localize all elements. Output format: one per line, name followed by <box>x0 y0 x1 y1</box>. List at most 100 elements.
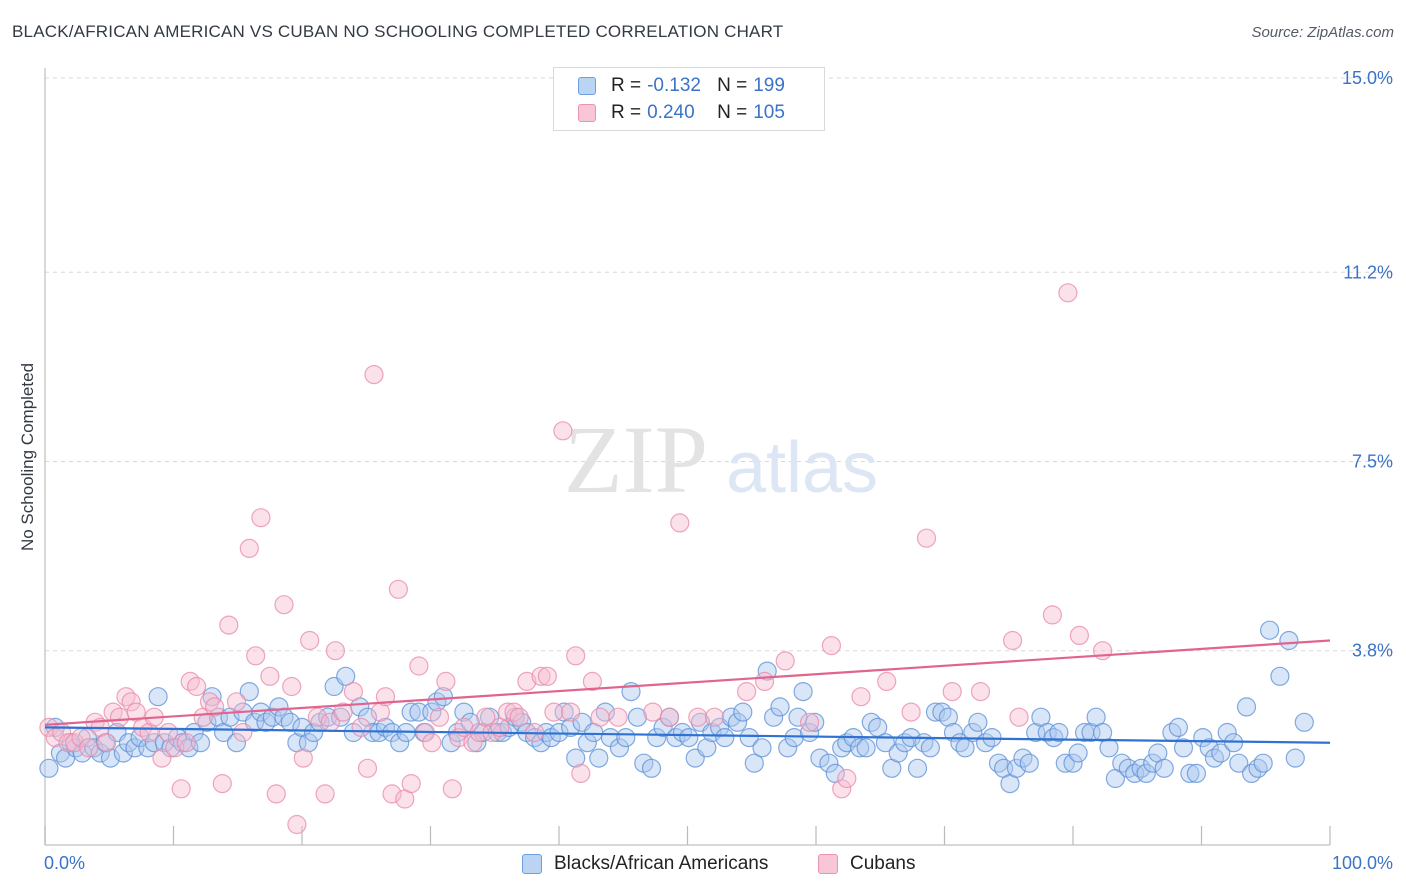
point-cubans <box>121 692 141 712</box>
legend-row-cubans: R = 0.240 N = 105 <box>578 101 785 125</box>
point-cubans <box>315 784 335 804</box>
point-blacks <box>1199 738 1219 758</box>
point-blacks <box>793 681 813 702</box>
y-tick-label: 15.0% <box>1342 68 1393 88</box>
point-cubans <box>357 758 378 778</box>
y-tick-label: 3.8% <box>1352 641 1393 661</box>
correlation-legend: R = -0.132 N = 199 R = 0.240 N = 105 <box>553 67 825 131</box>
point-cubans <box>659 707 680 727</box>
point-blacks <box>861 712 881 732</box>
point-blacks <box>1294 712 1314 732</box>
point-blacks <box>148 687 168 707</box>
legend-r-label: R = <box>611 75 642 96</box>
point-blacks <box>733 702 753 722</box>
tick-labels: 3.8% 7.5% 11.2% 15.0% 0.0% 100.0% <box>44 68 1393 873</box>
point-cubans <box>293 748 313 768</box>
point-cubans <box>409 656 429 676</box>
point-blacks <box>647 727 667 748</box>
watermark-atlas: atlas <box>726 428 878 508</box>
point-blacks <box>819 753 839 773</box>
point-cubans <box>590 707 610 727</box>
point-cubans <box>401 773 421 794</box>
legend-row-blacks: R = -0.132 N = 199 <box>578 74 785 98</box>
point-blacks <box>1131 758 1151 778</box>
point-cubans <box>1092 641 1113 661</box>
point-cubans <box>116 687 136 707</box>
point-blacks <box>721 707 741 727</box>
point-cubans <box>436 671 456 692</box>
point-blacks <box>763 707 784 727</box>
point-cubans <box>239 538 259 559</box>
point-cubans <box>877 671 897 692</box>
legend-r-value: -0.132 <box>647 75 701 96</box>
point-cubans <box>219 615 239 635</box>
point-blacks <box>304 722 324 743</box>
point-blacks <box>739 727 759 748</box>
point-cubans <box>688 707 708 727</box>
legend-swatch-pink <box>578 104 596 122</box>
point-cubans <box>442 779 462 799</box>
point-blacks <box>1259 620 1280 640</box>
point-cubans <box>1009 707 1029 727</box>
axes <box>44 68 1331 846</box>
point-blacks <box>770 697 790 717</box>
point-blacks <box>595 702 615 722</box>
point-blacks <box>653 717 673 738</box>
point-cubans <box>429 707 450 727</box>
point-blacks <box>1019 753 1039 773</box>
point-blacks <box>190 733 211 753</box>
source-label: Source: ZipAtlas.com <box>1251 24 1394 41</box>
point-cubans <box>351 717 371 738</box>
point-blacks <box>1099 738 1119 758</box>
point-cubans <box>64 733 85 753</box>
point-cubans <box>837 768 857 789</box>
point-blacks <box>963 722 983 743</box>
point-cubans <box>498 702 518 722</box>
point-blacks <box>118 733 139 753</box>
point-blacks <box>810 748 830 768</box>
point-blacks <box>512 712 532 732</box>
point-cubans <box>180 671 200 692</box>
point-cubans <box>1069 625 1090 646</box>
point-cubans <box>1058 283 1078 303</box>
point-cubans <box>300 630 320 651</box>
point-blacks <box>331 707 351 727</box>
x-tick-label: 100.0% <box>1332 853 1393 873</box>
point-blacks <box>184 722 204 743</box>
point-cubans <box>79 738 99 758</box>
point-cubans <box>537 666 558 686</box>
point-blacks <box>752 738 772 758</box>
point-blacks <box>1186 763 1207 784</box>
legend-n-value: 105 <box>753 102 785 123</box>
point-blacks <box>609 738 630 758</box>
point-cubans <box>187 676 207 697</box>
point-blacks <box>427 692 447 712</box>
point-blacks <box>1044 727 1064 748</box>
point-cubans <box>422 733 442 753</box>
point-cubans <box>212 773 232 794</box>
bottom-legend-swatch-blue <box>522 854 542 874</box>
point-blacks <box>560 717 581 738</box>
bottom-legend-label-blacks: Blacks/African Americans <box>554 853 769 874</box>
point-cubans <box>832 779 852 799</box>
legend-n-value: 199 <box>753 75 785 96</box>
point-blacks <box>1026 722 1046 743</box>
point-cubans <box>205 697 225 717</box>
point-blacks <box>401 702 421 722</box>
point-cubans <box>736 681 757 702</box>
point-cubans <box>901 702 921 722</box>
point-cubans <box>343 681 363 702</box>
point-cubans <box>364 365 384 385</box>
point-blacks <box>1180 763 1200 784</box>
point-blacks <box>239 681 259 702</box>
series-cubans-points <box>39 283 1113 835</box>
point-blacks <box>627 707 648 727</box>
point-cubans <box>109 707 130 727</box>
watermark-zip: ZIP <box>564 406 708 513</box>
point-blacks <box>943 722 964 743</box>
point-blacks <box>727 712 748 732</box>
point-blacks <box>1063 753 1083 773</box>
point-blacks <box>616 727 636 748</box>
bottom-legend-swatch-pink <box>818 854 838 874</box>
point-blacks <box>336 666 356 686</box>
